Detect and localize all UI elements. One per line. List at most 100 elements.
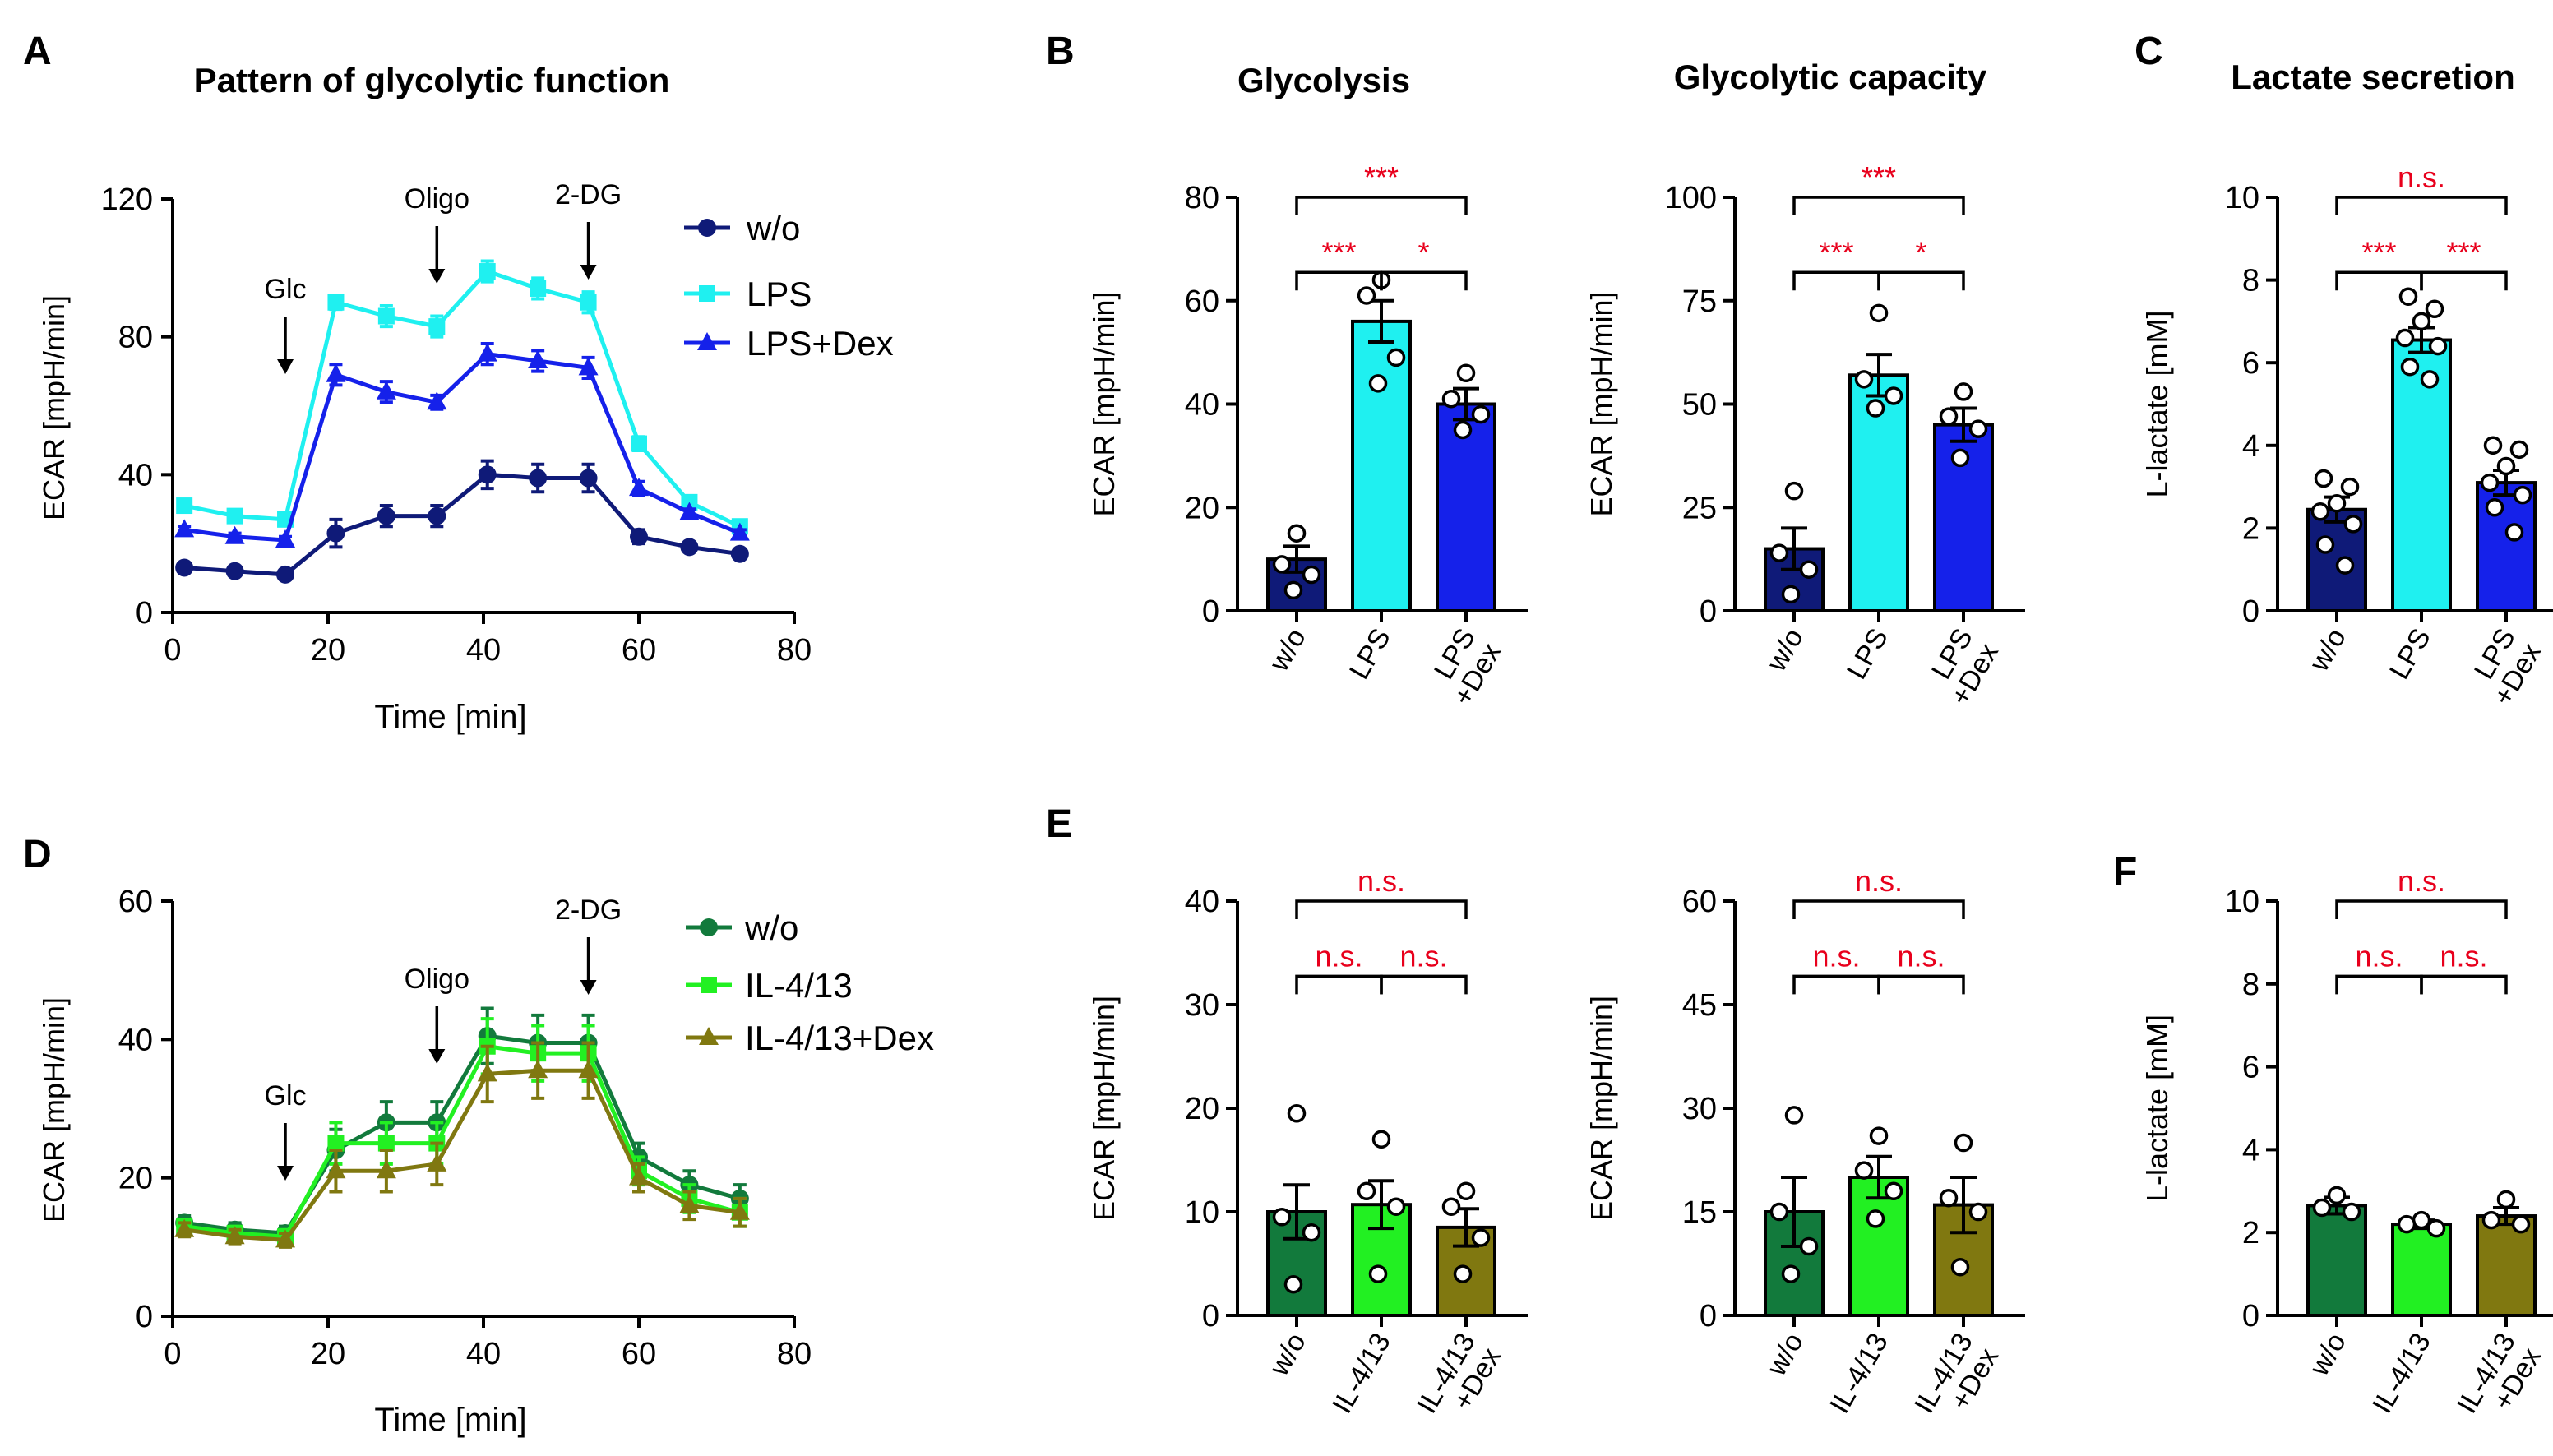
x-tick-label: 0	[164, 633, 181, 668]
y-tick-label: 0	[2242, 594, 2259, 629]
panel-label-d: D	[23, 833, 52, 876]
x-tick-label: 60	[622, 633, 656, 668]
data-point	[1287, 524, 1307, 543]
x-tick-label: LPS	[1344, 623, 1397, 685]
data-point	[1884, 386, 1903, 405]
data-point	[1283, 1274, 1303, 1294]
y-axis-title: ECAR [mpH/min]	[1087, 291, 1121, 516]
significance-label: n.s.	[1357, 864, 1405, 898]
panel-b2-title: Glycolytic capacity	[1674, 58, 1987, 96]
data-point	[1368, 374, 1388, 393]
data-point	[276, 565, 295, 584]
y-axis-title: ECAR [mpH/min]	[37, 997, 71, 1223]
data-point	[729, 1201, 750, 1220]
data-point	[2342, 1202, 2361, 1222]
legend-marker	[701, 977, 717, 993]
data-point	[1371, 1130, 1391, 1149]
data-point	[326, 524, 345, 543]
y-tick-label: 2	[2242, 511, 2259, 546]
data-point	[226, 507, 243, 525]
significance-label: n.s.	[2355, 939, 2403, 973]
bar-group	[1436, 1181, 1496, 1318]
bar-group	[2476, 1190, 2537, 1318]
significance-bracket	[1295, 899, 1468, 919]
data-point	[2509, 440, 2529, 460]
y-tick-label: 4	[2242, 429, 2259, 464]
legend-label: w/o	[744, 908, 798, 947]
data-point	[1272, 555, 1292, 574]
significance-label: ***	[1862, 160, 1896, 194]
data-point	[1272, 1208, 1292, 1227]
data-point	[1283, 580, 1303, 600]
bar-group	[1266, 524, 1327, 612]
arrow-label: Glc	[265, 1080, 307, 1112]
legend-label: IL-4/13	[745, 966, 853, 1005]
legend-marker	[699, 285, 715, 302]
data-point	[1302, 565, 1321, 585]
data-point	[1869, 1126, 1889, 1145]
legend-marker	[698, 219, 716, 237]
x-tick-label: 40	[466, 1337, 501, 1371]
legend-marker	[700, 918, 718, 936]
y-tick-label: 8	[2242, 968, 2259, 1002]
arrow-head	[580, 265, 597, 280]
series-lps-dex: LPS+Dex	[174, 324, 894, 548]
x-tick-label: IL-4/13	[1824, 1328, 1894, 1419]
data-point	[2412, 1210, 2431, 1230]
chart-d-glycolytic-pattern: 0 20 40 60 0 20 40 60 80 ECAR [mpH/min] Time [min]…	[37, 885, 934, 1438]
data-point	[275, 1229, 296, 1248]
y-tick-label: 10	[2225, 885, 2259, 919]
y-tick-label: 50	[1682, 388, 1717, 423]
x-tick-label: LPS	[1841, 623, 1894, 685]
bar	[2306, 1204, 2367, 1317]
data-point	[2400, 357, 2420, 377]
data-point	[1302, 1223, 1321, 1242]
data-point	[377, 506, 395, 525]
data-point	[1950, 1257, 1970, 1277]
series-line	[184, 472, 741, 577]
data-point	[1386, 1197, 1406, 1216]
x-tick-label: 20	[311, 633, 345, 668]
bar-group	[2476, 436, 2537, 612]
series-w-o: w/o	[175, 209, 800, 584]
arrow-head	[428, 1049, 446, 1064]
panel-a-title: Pattern of glycolytic function	[194, 61, 670, 99]
data-point	[1769, 1202, 1789, 1222]
x-tick-label: w/o	[1760, 1328, 1810, 1382]
data-point	[630, 527, 648, 546]
data-point	[1954, 382, 1973, 401]
data-point	[2496, 456, 2516, 476]
x-tick-label: w/o	[2303, 1328, 2352, 1382]
bar-group	[2306, 1186, 2367, 1317]
bar-group	[1266, 1104, 1327, 1317]
data-point	[2343, 515, 2363, 534]
legend-marker	[699, 1027, 719, 1045]
y-tick-label: 60	[1682, 885, 1717, 919]
data-point	[428, 318, 446, 335]
data-point	[528, 1060, 548, 1079]
significance-label: ***	[2361, 235, 2396, 269]
panel-label-c: C	[2134, 30, 2163, 73]
data-point	[730, 544, 749, 563]
y-tick-label: 10	[1185, 1195, 1219, 1230]
x-tick-label: IL-4/13+Dex	[1908, 1328, 2005, 1434]
series-line	[183, 1033, 741, 1236]
x-tick-label: w/o	[1760, 623, 1810, 677]
data-point	[1781, 585, 1801, 604]
arrow-label: Oligo	[405, 183, 469, 215]
y-axis-title: ECAR [mpH/min]	[1087, 996, 1121, 1221]
bar-group	[1764, 1106, 1825, 1317]
data-point	[579, 469, 598, 488]
series-line	[183, 351, 741, 543]
data-point	[225, 562, 244, 580]
y-tick-label: 100	[1665, 181, 1717, 215]
data-point	[174, 519, 195, 538]
significance-label: n.s.	[2398, 160, 2445, 194]
significance-label: ***	[2446, 235, 2481, 269]
y-axis-title: L-lactate [mM]	[2140, 310, 2174, 497]
y-tick-label: 30	[1682, 1092, 1717, 1126]
x-tick-label: IL-4/13	[1326, 1328, 1397, 1419]
y-tick-label: 30	[1185, 988, 1219, 1023]
legend-marker	[697, 332, 717, 350]
